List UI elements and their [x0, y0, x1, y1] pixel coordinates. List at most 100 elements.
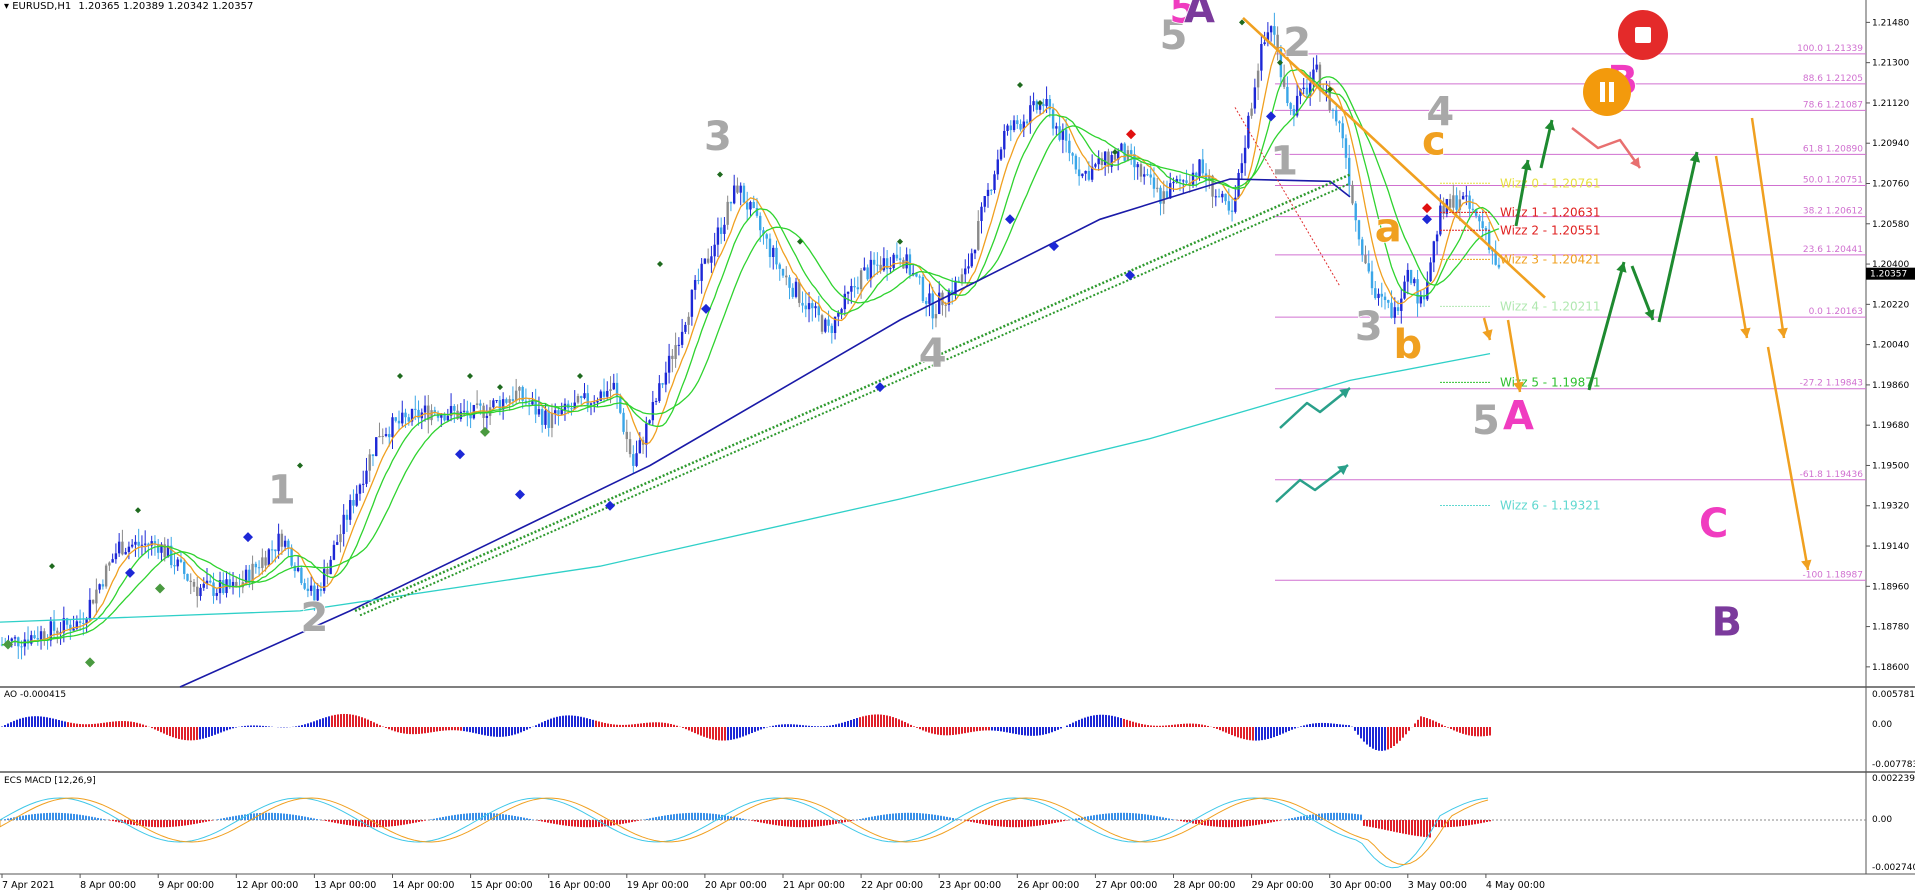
ao-bar: [22, 717, 24, 727]
macd-bar: [1042, 820, 1044, 826]
candle-body: [1068, 140, 1071, 154]
candle-body: [1484, 227, 1488, 231]
macd-bar: [778, 820, 780, 826]
candle-body: [72, 628, 75, 631]
ao-bar: [706, 727, 708, 738]
dropdown-arrow-icon[interactable]: ▾: [4, 1, 10, 12]
arrow-green-5-head: [1689, 152, 1701, 163]
candle-body: [1071, 153, 1074, 156]
candle-body: [183, 561, 186, 574]
stop-icon-square: [1635, 27, 1651, 43]
candle-body: [843, 293, 847, 310]
macd-bar: [1000, 820, 1002, 827]
ao-bar: [1237, 727, 1239, 738]
ao-bar: [1093, 715, 1095, 727]
candle-body: [1250, 108, 1253, 116]
ao-bar: [580, 716, 582, 727]
macd-bar: [424, 820, 426, 821]
diamond-marker: [515, 489, 525, 500]
ao-bar: [838, 723, 840, 727]
ao-bar: [145, 725, 147, 727]
candle-body: [654, 401, 658, 403]
ao-bar: [223, 727, 225, 732]
trendline-orange: [1242, 16, 1546, 299]
ao-bar: [529, 727, 531, 729]
macd-bar: [277, 813, 279, 820]
diamond-marker: [605, 500, 615, 511]
ao-bar: [361, 717, 363, 727]
candle-body: [785, 275, 788, 278]
ao-bar: [19, 718, 21, 727]
fractal-dot: [657, 261, 663, 268]
candle-body: [804, 305, 807, 310]
ao-bar: [814, 726, 816, 727]
candle-body: [993, 174, 996, 191]
macd-bar: [604, 820, 606, 827]
candle-body: [1266, 32, 1270, 43]
price-tick-label: 1.21300: [1872, 59, 1909, 69]
time-tick-label: 21 Apr 00:00: [783, 880, 845, 891]
candle-body: [1113, 155, 1117, 160]
ao-bar: [484, 727, 486, 736]
fractal-dot: [797, 238, 803, 245]
macd-bar: [196, 820, 198, 824]
candle-body: [293, 565, 297, 572]
macd-bar: [550, 820, 552, 824]
macd-bar: [469, 813, 471, 820]
macd-bar: [697, 812, 699, 820]
ao-bar: [1357, 727, 1359, 735]
fractal-dot: [49, 563, 55, 570]
candle-body: [1237, 172, 1240, 198]
arrow-orange-5: [1766, 346, 1812, 571]
candle-body: [612, 382, 615, 390]
macd-bar: [859, 819, 861, 820]
ao-bar: [661, 722, 663, 727]
ao-bar: [373, 722, 375, 727]
candle-body: [1064, 129, 1068, 141]
candle-body: [794, 281, 798, 297]
macd-bar: [709, 813, 711, 820]
macd-bar: [1168, 818, 1170, 820]
ao-bar: [463, 727, 465, 732]
macd-bar: [619, 820, 621, 825]
macd-bar: [436, 818, 438, 820]
ao-bar: [1336, 723, 1338, 727]
candle-body: [527, 403, 531, 405]
ao-bar: [988, 727, 990, 731]
candle-body: [1175, 179, 1178, 183]
macd-bar: [1171, 819, 1173, 820]
macd-bar: [895, 813, 897, 820]
macd-bar: [283, 813, 285, 820]
arrow-teal-1: [1279, 387, 1351, 429]
candle-body: [677, 344, 681, 346]
ao-bar: [1105, 714, 1107, 727]
macd-bar: [25, 815, 27, 820]
ao-bar: [1441, 724, 1443, 727]
candle-body: [1452, 195, 1455, 208]
ao-bar: [511, 727, 513, 736]
candle-body: [762, 230, 765, 235]
macd-bar: [55, 812, 57, 820]
candle-body: [824, 319, 827, 332]
macd-bar: [1099, 814, 1101, 820]
ao-bar: [178, 727, 180, 739]
candle-body: [365, 470, 368, 484]
ao-bar: [157, 727, 159, 731]
candle-body: [628, 439, 632, 455]
candle-body: [1120, 143, 1123, 152]
candle-body: [277, 533, 280, 552]
ao-bar: [1438, 723, 1440, 727]
ao-bar: [181, 727, 183, 740]
macd-bar: [292, 814, 294, 820]
macd-bar: [496, 813, 498, 820]
candle-body: [440, 414, 443, 418]
macd-bar: [634, 820, 636, 822]
ao-bar: [337, 714, 339, 727]
diamond-marker-green: [480, 426, 490, 437]
candle-body: [296, 567, 300, 572]
macd-bar: [1084, 816, 1086, 820]
ao-bar: [676, 725, 678, 727]
macd-bar: [352, 820, 354, 826]
ao-bar: [820, 726, 822, 727]
